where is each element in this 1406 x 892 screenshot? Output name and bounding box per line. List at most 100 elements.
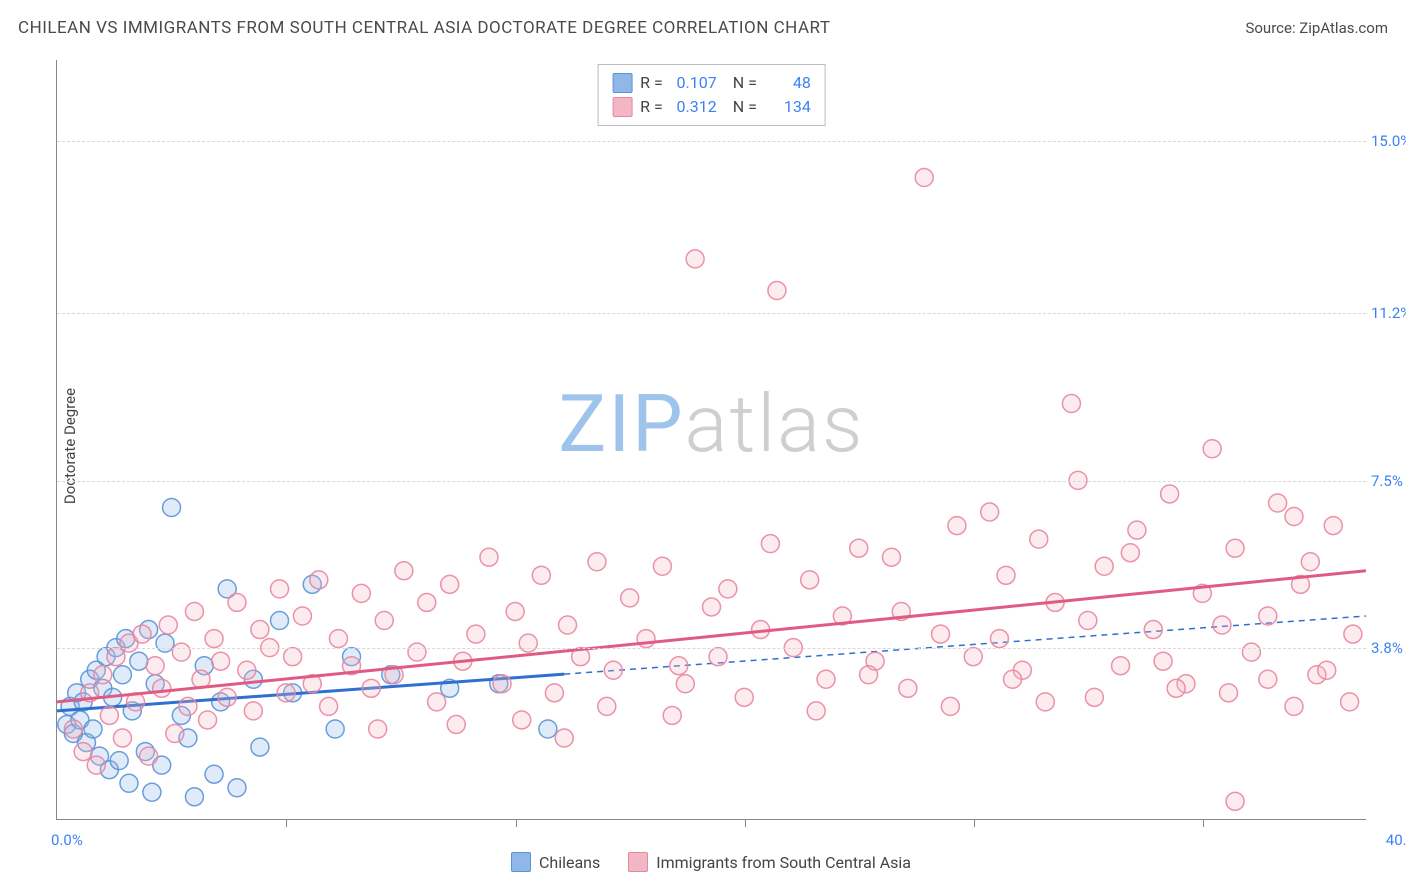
data-point (1285, 508, 1303, 526)
data-point (146, 657, 164, 675)
data-point (212, 652, 230, 670)
data-point (1161, 485, 1179, 503)
data-point (1226, 792, 1244, 810)
data-point (84, 720, 102, 738)
data-point (801, 571, 819, 589)
data-point (1341, 693, 1359, 711)
n-value: 134 (765, 95, 811, 119)
data-point (532, 566, 550, 584)
data-point (670, 657, 688, 675)
y-tick-label: 3.8% (1371, 639, 1406, 657)
data-point (1062, 395, 1080, 413)
data-point (120, 774, 138, 792)
data-point (199, 711, 217, 729)
legend-label: Chileans (539, 853, 600, 872)
source-label: Source: ZipAtlas.com (1245, 19, 1388, 37)
data-point (251, 738, 269, 756)
data-point (467, 625, 485, 643)
data-point (271, 580, 289, 598)
data-point (153, 679, 171, 697)
data-point (277, 684, 295, 702)
data-point (817, 670, 835, 688)
data-point (107, 648, 125, 666)
data-point (228, 779, 246, 797)
data-point (293, 607, 311, 625)
data-point (513, 711, 531, 729)
data-point (915, 169, 933, 187)
data-point (1269, 494, 1287, 512)
data-point (702, 598, 720, 616)
legend-item: Immigrants from South Central Asia (628, 852, 911, 872)
bottom-legend: Chileans Immigrants from South Central As… (56, 852, 1366, 872)
data-point (768, 282, 786, 300)
data-point (1213, 616, 1231, 634)
data-point (163, 499, 181, 517)
gridline (57, 313, 1366, 314)
data-point (1167, 679, 1185, 697)
data-point (545, 684, 563, 702)
data-point (1318, 661, 1336, 679)
x-axis-max-label: 40.0% (1386, 831, 1406, 849)
data-point (1095, 557, 1113, 575)
data-point (882, 548, 900, 566)
data-point (395, 562, 413, 580)
data-point (1121, 544, 1139, 562)
legend-swatch (628, 852, 648, 872)
data-point (932, 625, 950, 643)
data-point (621, 589, 639, 607)
data-point (320, 697, 338, 715)
data-point (172, 643, 190, 661)
data-point (447, 715, 465, 733)
data-point (860, 666, 878, 684)
data-point (133, 625, 151, 643)
data-point (418, 593, 436, 611)
data-point (493, 675, 511, 693)
n-value: 48 (765, 71, 811, 95)
x-tick (745, 819, 746, 827)
r-value: 0.312 (671, 95, 717, 119)
x-tick (1203, 819, 1204, 827)
data-point (100, 706, 118, 724)
data-point (1030, 530, 1048, 548)
chart-plot-area: ZIPatlas R =0.107N =48R =0.312N =134 0.0… (56, 60, 1366, 820)
r-label: R = (640, 71, 663, 95)
data-point (352, 584, 370, 602)
scatter-svg (57, 60, 1366, 819)
data-point (588, 553, 606, 571)
data-point (64, 720, 82, 738)
data-point (1128, 521, 1146, 539)
data-point (428, 693, 446, 711)
x-axis-min-label: 0.0% (51, 831, 83, 849)
data-point (1085, 688, 1103, 706)
legend-item: Chileans (511, 852, 600, 872)
y-tick-label: 7.5% (1371, 472, 1406, 490)
stats-legend-box: R =0.107N =48R = 0.312 N = 134 (597, 64, 826, 126)
data-point (653, 557, 671, 575)
data-point (1285, 697, 1303, 715)
data-point (238, 661, 256, 679)
data-point (130, 652, 148, 670)
data-point (113, 666, 131, 684)
x-tick (516, 819, 517, 827)
stats-row: R =0.107N =48 (612, 71, 811, 95)
data-point (205, 630, 223, 648)
data-point (329, 630, 347, 648)
data-point (441, 575, 459, 593)
data-point (539, 720, 557, 738)
stats-row: R =0.312N =134 (612, 95, 811, 119)
n-label: N = (733, 95, 757, 119)
data-point (185, 788, 203, 806)
data-point (850, 539, 868, 557)
data-point (519, 634, 537, 652)
data-point (284, 648, 302, 666)
data-point (709, 648, 727, 666)
data-point (1301, 553, 1319, 571)
data-point (205, 765, 223, 783)
data-point (1144, 621, 1162, 639)
legend-swatch (612, 97, 632, 117)
data-point (271, 612, 289, 630)
x-tick (286, 819, 287, 827)
data-point (1324, 517, 1342, 535)
x-tick (974, 819, 975, 827)
data-point (1259, 607, 1277, 625)
